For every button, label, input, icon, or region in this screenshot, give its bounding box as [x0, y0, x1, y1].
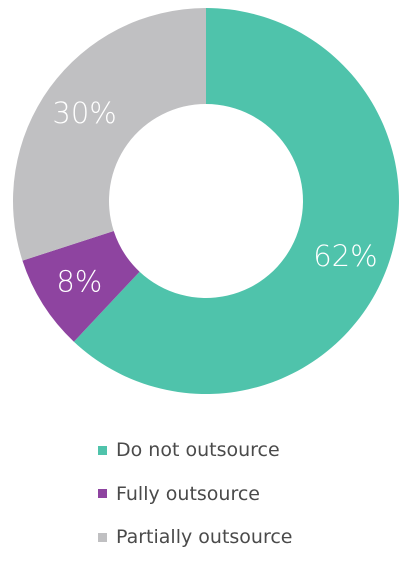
- legend-item-do-not-outsource: Do not outsource: [98, 439, 292, 461]
- donut-chart: 62% 8% 30%: [12, 8, 399, 394]
- donut-slices: [12, 8, 399, 394]
- legend-swatch-partially-outsource: [98, 532, 107, 542]
- slice-fully-outsource: [22, 230, 140, 342]
- legend-label-partially-outsource: Partially outsource: [116, 526, 293, 548]
- legend-label-do-not-outsource: Do not outsource: [116, 439, 280, 461]
- slice-label-fully-outsource: 8%: [56, 264, 102, 298]
- legend-swatch-fully-outsource: [98, 489, 107, 498]
- legend-swatch-do-not-outsource: [98, 445, 107, 455]
- legend-item-fully-outsource: Fully outsource: [98, 483, 292, 505]
- legend-label-fully-outsource: Fully outsource: [116, 482, 260, 505]
- slice-partially-outsource: [12, 8, 207, 261]
- donut-slice-labels: 62% 8% 30%: [52, 96, 377, 299]
- slice-label-partially-outsource: 30%: [52, 96, 116, 130]
- slice-label-do-not-outsource: 62%: [313, 239, 377, 273]
- legend-item-partially-outsource: Partially outsource: [98, 526, 292, 548]
- slice-do-not-outsource: [73, 8, 399, 394]
- chart-legend: Do not outsource Fully outsource Partial…: [98, 439, 292, 570]
